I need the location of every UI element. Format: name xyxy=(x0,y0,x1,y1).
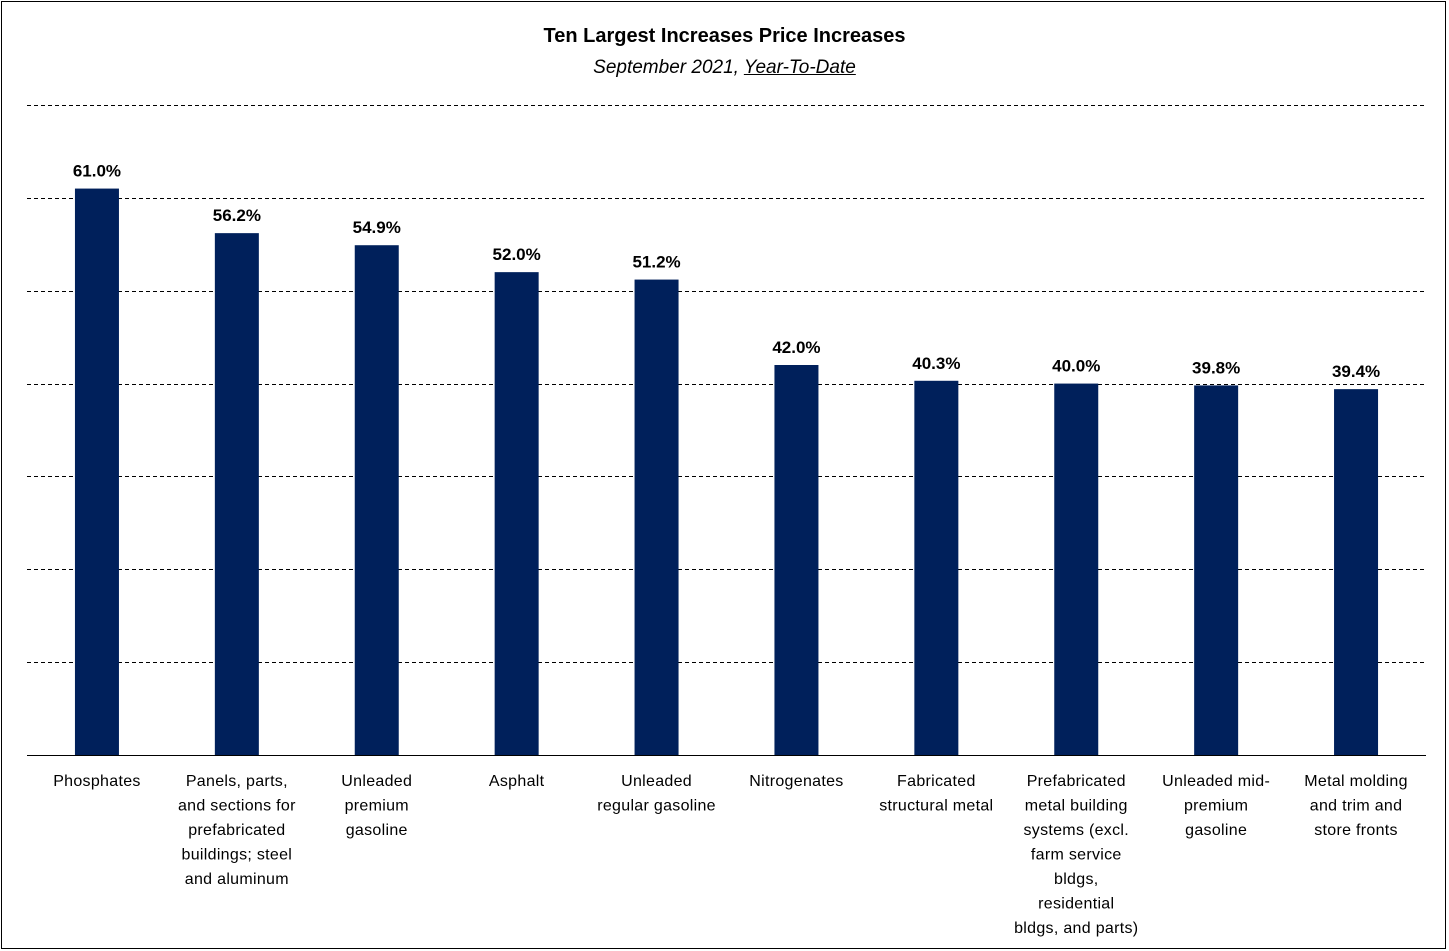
bar-7 xyxy=(914,380,959,755)
value-label-3: 54.9% xyxy=(353,218,401,237)
value-label-2: 56.2% xyxy=(213,206,261,225)
category-label-line: buildings; steel xyxy=(182,847,293,864)
category-label-2: Panels, parts, and sections for prefabrica… xyxy=(178,773,296,888)
bar-2 xyxy=(214,233,259,756)
category-label-line: Nitrogenates xyxy=(749,773,843,790)
category-label-line: Unleaded xyxy=(621,773,692,790)
category-label-line: structural metal xyxy=(879,798,993,815)
category-label-7: Fabricated structural metal xyxy=(879,773,993,815)
category-label-line: Metal molding xyxy=(1304,773,1408,790)
category-label-8: Prefabricated metal building systems (excl… xyxy=(1014,773,1138,937)
category-label-line: gasoline xyxy=(1185,822,1247,839)
bar-9 xyxy=(1194,385,1239,755)
category-label-line: Prefabricated xyxy=(1027,773,1126,790)
category-label-line: Phosphates xyxy=(53,773,141,790)
value-label-7: 40.3% xyxy=(912,354,960,373)
value-label-4: 52.0% xyxy=(493,245,541,264)
category-label-line: and sections for xyxy=(178,798,296,815)
category-label-9: Unleaded mid-premium gasoline xyxy=(1162,773,1270,839)
category-label-6: Nitrogenates xyxy=(749,773,843,790)
category-label-line: residential xyxy=(1038,896,1114,913)
category-label-5: Unleaded regular gasoline xyxy=(597,773,716,815)
value-label-1: 61.0% xyxy=(73,162,121,181)
value-label-6: 42.0% xyxy=(772,338,820,357)
subtitle-period: Year-To-Date xyxy=(743,57,856,78)
value-label-9: 39.8% xyxy=(1192,358,1240,377)
bar-6 xyxy=(774,365,819,755)
gridlines xyxy=(27,105,1426,663)
bar-3 xyxy=(354,245,399,755)
bars xyxy=(74,188,1379,756)
category-label-line: bldgs, xyxy=(1054,871,1099,888)
category-label-line: Asphalt xyxy=(489,773,545,790)
bar-4 xyxy=(494,272,539,755)
subtitle-date: September 2021, xyxy=(593,57,744,78)
category-label-line: regular gasoline xyxy=(597,798,716,815)
bar-1 xyxy=(74,188,119,756)
value-labels: 61.0% 56.2% 54.9% 52.0% 51.2% 42.0% 40.3% 40.0%… xyxy=(73,162,1380,382)
category-label-line: bldgs, and parts) xyxy=(1014,920,1138,937)
category-label-line: Fabricated xyxy=(897,773,976,790)
category-label-3: Unleaded premium gasoline xyxy=(341,773,412,839)
category-label-line: prefabricated xyxy=(188,822,285,839)
value-label-5: 51.2% xyxy=(632,253,680,272)
category-label-line: farm service xyxy=(1031,847,1122,864)
category-label-line: premium xyxy=(345,798,409,815)
category-label-line: store fronts xyxy=(1314,822,1398,839)
category-label-line: Panels, parts, xyxy=(186,773,288,790)
value-label-8: 40.0% xyxy=(1052,357,1100,376)
bar-8 xyxy=(1054,383,1099,755)
chart-title: Ten Largest Increases Price Increases xyxy=(543,25,906,47)
category-label-10: Metal molding and trim and store fronts xyxy=(1304,773,1408,839)
chart-subtitle: September 2021, Year-To-Date xyxy=(0,57,1449,79)
category-label-line: Unleaded mid- xyxy=(1162,773,1270,790)
category-label-1: Phosphates xyxy=(53,773,141,790)
category-label-4: Asphalt xyxy=(489,773,545,790)
category-label-line: gasoline xyxy=(346,822,408,839)
category-label-line: metal building xyxy=(1025,798,1128,815)
category-label-line: and trim and xyxy=(1310,798,1403,815)
category-label-line: Unleaded xyxy=(341,773,412,790)
bar-10 xyxy=(1334,389,1379,755)
value-label-10: 39.4% xyxy=(1332,362,1380,381)
bar-5 xyxy=(634,279,679,755)
category-label-line: systems (excl. xyxy=(1023,822,1129,839)
category-label-line: premium xyxy=(1184,798,1248,815)
category-label-line: and aluminum xyxy=(185,871,289,888)
category-labels: Phosphates Panels, parts, and sections for… xyxy=(53,773,1408,937)
